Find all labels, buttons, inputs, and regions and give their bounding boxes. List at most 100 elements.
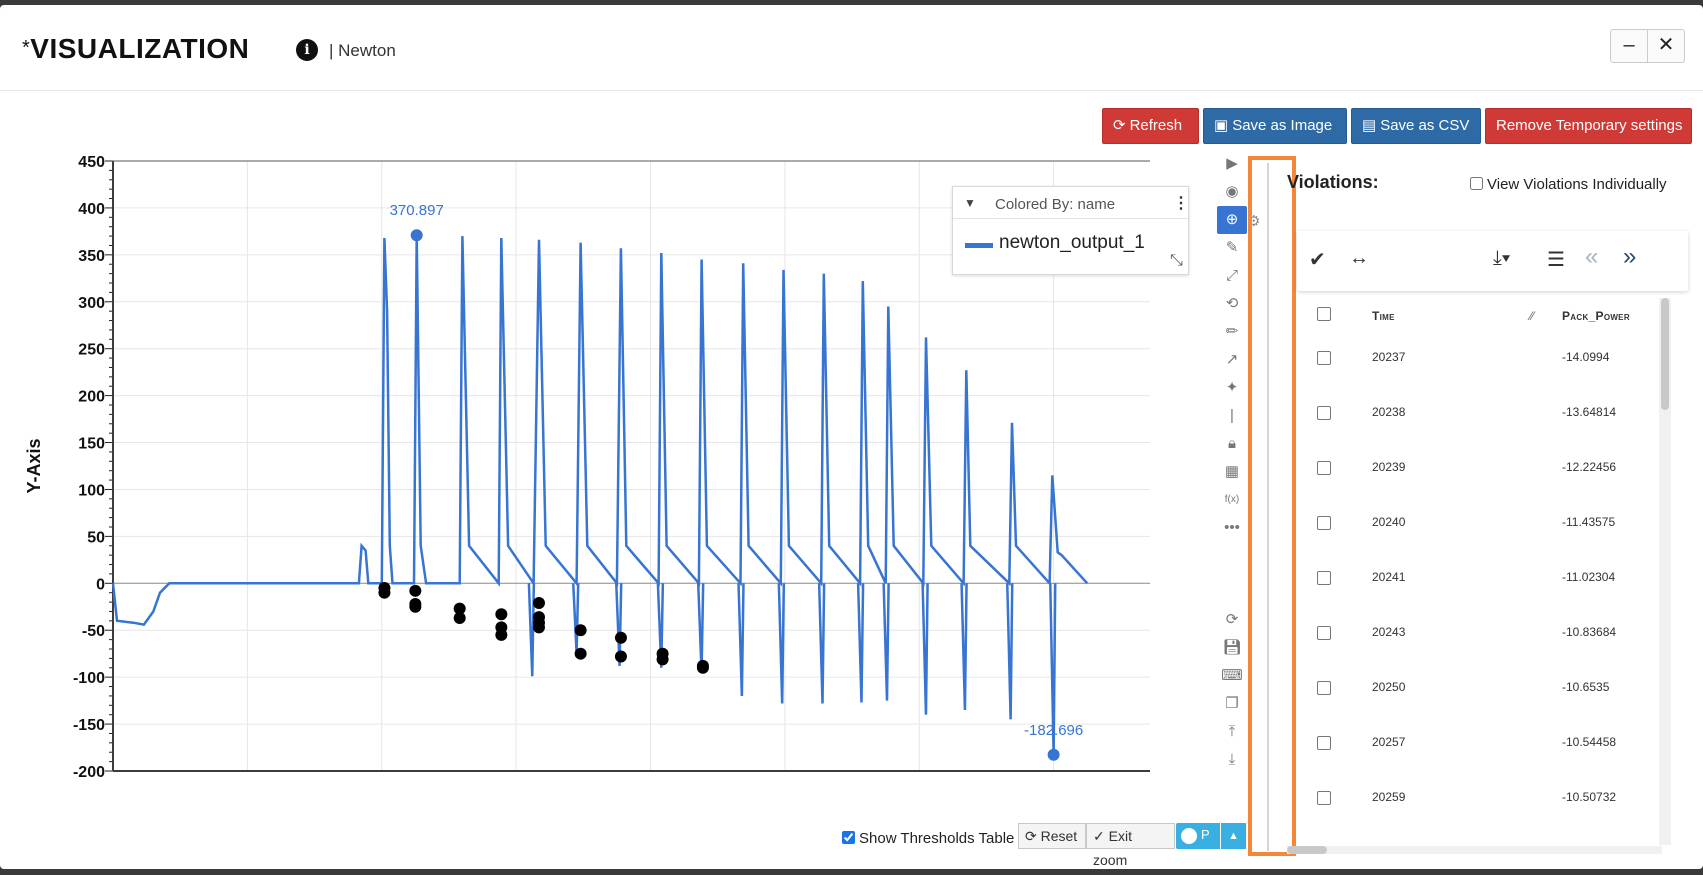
show-thresholds-toggle[interactable]: Show Thresholds Table (842, 830, 1014, 847)
play-icon[interactable]: ▶ (1226, 155, 1238, 172)
table-row[interactable]: 20238 -13.64814 (1297, 394, 1675, 449)
violation-point[interactable] (696, 661, 709, 674)
check-all-icon[interactable]: ✔ (1309, 249, 1326, 271)
magic-wand-icon[interactable]: ✦ (1225, 379, 1239, 396)
page-previous-icon[interactable]: « (1585, 243, 1599, 270)
table-row[interactable]: 20239 -12.22456 (1297, 449, 1675, 504)
violation-point[interactable] (574, 624, 587, 637)
save-csv-button[interactable]: ▤ Save as CSV (1351, 108, 1481, 144)
violation-point[interactable] (378, 586, 391, 599)
table-row[interactable]: 20259 -10.50732 (1297, 779, 1675, 834)
sync-icon[interactable]: ⟲ (1225, 295, 1239, 312)
violation-point[interactable] (614, 650, 627, 663)
negative-spike[interactable] (527, 583, 536, 677)
filter-settings-icon[interactable]: ☰ (1547, 249, 1565, 271)
table-row[interactable]: 20241 -11.02304 (1297, 559, 1675, 614)
expand-icon[interactable]: ⤢ (1225, 267, 1238, 284)
violation-point[interactable] (495, 608, 508, 621)
violation-point[interactable] (656, 653, 669, 666)
negative-spike[interactable] (777, 583, 786, 704)
refresh-button[interactable]: ⟳ Refresh (1102, 108, 1199, 144)
function-icon[interactable]: f(x) (1224, 494, 1240, 505)
copy-icon[interactable]: ❐ (1225, 695, 1239, 712)
extremum-marker[interactable] (1047, 748, 1060, 761)
line-icon[interactable]: | (1230, 407, 1234, 424)
negative-spike[interactable] (882, 583, 890, 701)
column-header-pack-power[interactable]: Pack_Power (1562, 309, 1630, 323)
row-checkbox[interactable] (1317, 351, 1331, 365)
kebab-menu-icon[interactable]: ⋮ (1173, 195, 1189, 212)
resize-icon[interactable]: ⤡ (1170, 252, 1183, 269)
pencil-icon[interactable]: ✏ (1225, 323, 1239, 340)
table-row[interactable]: 20243 -10.83684 (1297, 614, 1675, 669)
row-checkbox[interactable] (1317, 626, 1331, 640)
reset-zoom-button[interactable]: ⟳ Reset (1018, 823, 1086, 849)
p-toggle[interactable]: P (1176, 823, 1220, 849)
eye-icon[interactable]: ◉ (1225, 183, 1239, 200)
zoom-in-icon[interactable]: ⊕ (1217, 206, 1247, 234)
table-row[interactable]: 20240 -11.43575 (1297, 504, 1675, 559)
scrollbar-thumb[interactable] (1661, 298, 1669, 410)
row-checkbox[interactable] (1317, 516, 1331, 530)
panel-divider[interactable] (1267, 163, 1269, 851)
table-row[interactable]: 20257 -10.54458 (1297, 724, 1675, 779)
minimize-button[interactable]: – (1610, 29, 1648, 63)
page-next-icon[interactable]: » (1623, 243, 1637, 270)
view-individually-checkbox[interactable] (1470, 177, 1483, 190)
chevron-up-icon[interactable]: ▲ (1220, 823, 1246, 849)
negative-spike[interactable] (921, 583, 929, 715)
download-dropdown-icon[interactable]: ⤓▾ (1493, 247, 1511, 269)
more-icon[interactable]: ••• (1224, 519, 1240, 536)
keyboard-icon[interactable]: ⌨ (1221, 667, 1243, 684)
violation-point[interactable] (409, 600, 422, 613)
column-header-time[interactable]: Time (1372, 309, 1395, 323)
close-button[interactable]: ✕ (1647, 29, 1685, 63)
arrow-icon[interactable]: ↗ (1225, 351, 1239, 368)
negative-spike[interactable] (1006, 583, 1014, 720)
row-checkbox[interactable] (1317, 571, 1331, 585)
row-checkbox[interactable] (1317, 406, 1331, 420)
reload-icon[interactable]: ⟳ (1225, 611, 1239, 628)
collapse-caret-icon[interactable]: ▼ (964, 196, 976, 210)
negative-spike[interactable] (856, 583, 865, 703)
negative-spike[interactable] (817, 583, 826, 704)
negative-spike[interactable] (614, 583, 623, 666)
table-row[interactable]: 20237 -14.0994 (1297, 339, 1675, 394)
view-violations-individually[interactable]: View Violations Individually (1470, 176, 1667, 193)
scrollbar-thumb[interactable] (1287, 846, 1327, 854)
legend-item[interactable]: newton_output_1 (999, 232, 1145, 253)
vertical-scrollbar[interactable] (1659, 298, 1671, 845)
horizontal-scrollbar[interactable] (1287, 846, 1662, 854)
violation-point[interactable] (574, 647, 587, 660)
negative-spike[interactable] (960, 583, 968, 711)
violation-point[interactable] (409, 584, 422, 597)
upload-icon[interactable]: ⤒ (1228, 723, 1236, 740)
violation-point[interactable] (532, 597, 545, 610)
brush-icon[interactable]: ✎ (1225, 239, 1239, 256)
series-line-newton-output-1[interactable] (111, 235, 1089, 626)
negative-spike[interactable] (737, 583, 745, 696)
table-icon[interactable]: ▦ (1224, 463, 1240, 480)
lock-icon[interactable]: 🔒︎ (1228, 435, 1236, 452)
violation-point[interactable] (532, 621, 545, 634)
table-row[interactable]: 20250 -10.6535 (1297, 669, 1675, 724)
row-checkbox[interactable] (1317, 461, 1331, 475)
save-image-button[interactable]: ▣ Save as Image (1203, 108, 1347, 144)
save-icon[interactable]: 💾︎ (1222, 639, 1242, 656)
negative-spike[interactable] (656, 583, 665, 668)
column-resize-icon[interactable]: ⁄⁄ (1530, 309, 1535, 323)
resize-columns-icon[interactable]: ↔ (1349, 247, 1369, 269)
legend-header[interactable]: ▼ Colored By: name ⋮ (953, 187, 1189, 219)
violation-point[interactable] (614, 631, 627, 644)
row-checkbox[interactable] (1317, 681, 1331, 695)
violation-point[interactable] (453, 612, 466, 625)
violation-point[interactable] (495, 628, 508, 641)
download-icon[interactable]: ⤓ (1228, 751, 1236, 768)
row-checkbox[interactable] (1317, 736, 1331, 750)
select-all-checkbox[interactable] (1317, 307, 1331, 321)
info-icon[interactable]: i (296, 39, 318, 61)
exit-zoom-button[interactable]: ✓ Exit zoom (1086, 823, 1175, 868)
extremum-marker[interactable] (410, 229, 423, 242)
violation-point[interactable] (453, 602, 466, 615)
remove-temporary-settings-button[interactable]: Remove Temporary settings (1485, 108, 1692, 144)
